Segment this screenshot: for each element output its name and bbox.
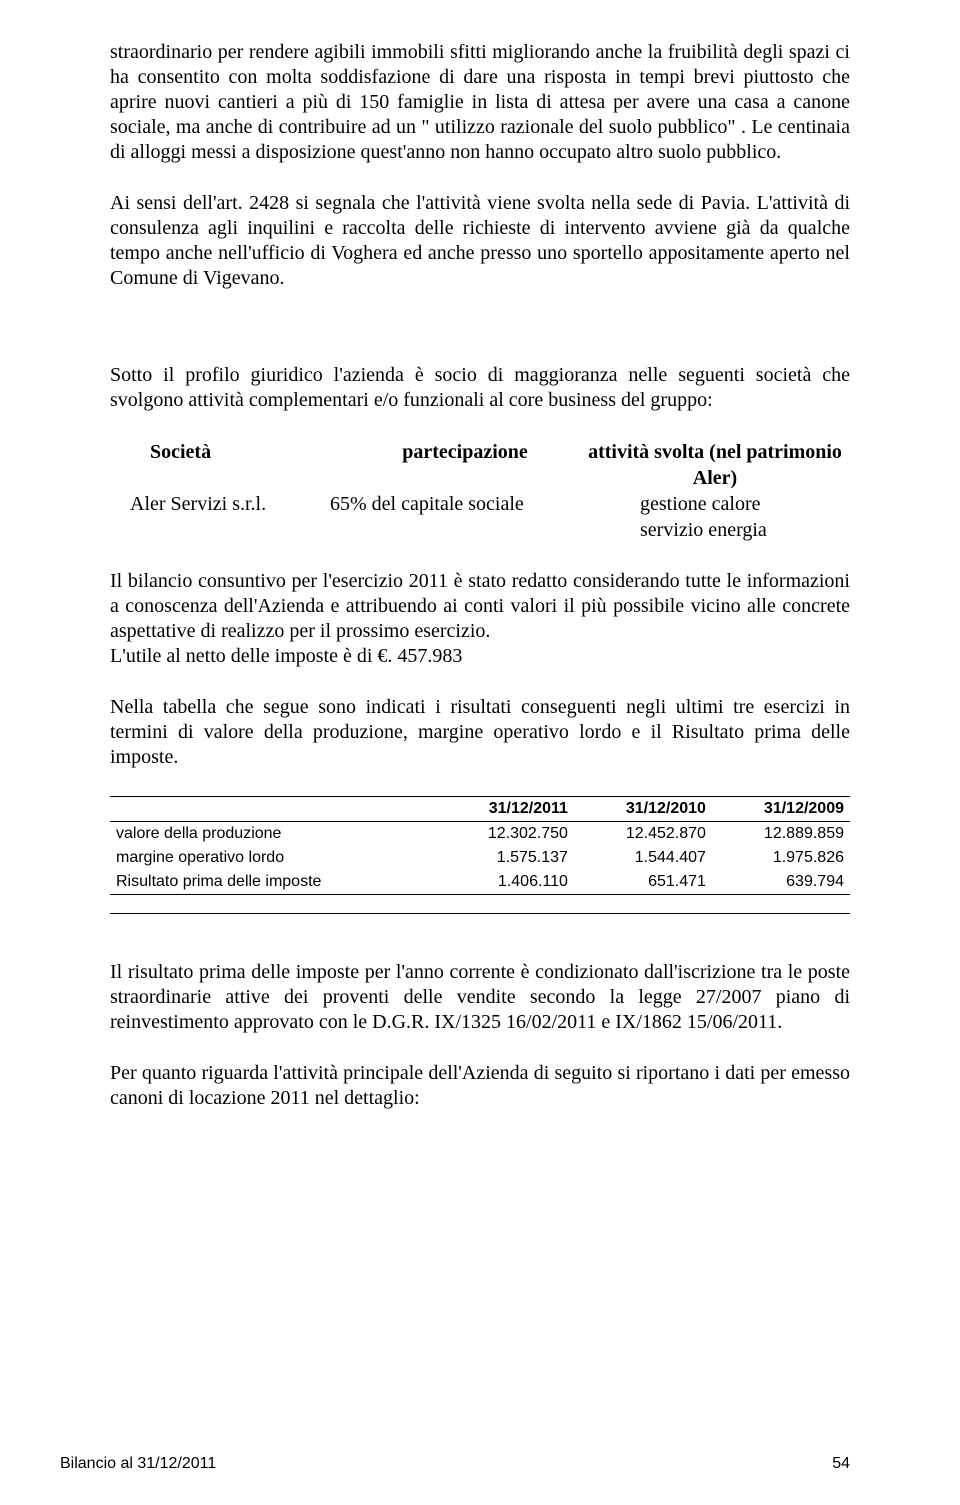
table-cell: 1.975.826 [712, 846, 850, 870]
table-header-row: 31/12/2011 31/12/2010 31/12/2009 [110, 797, 850, 822]
table-header-cell: 31/12/2011 [436, 797, 574, 822]
table-header-cell: 31/12/2010 [574, 797, 712, 822]
table-cell: 12.302.750 [436, 822, 574, 847]
societa-table: Società partecipazione attività svolta (… [110, 439, 850, 543]
paragraph-6: Nella tabella che segue sono indicati i … [110, 695, 850, 770]
table-header-cell [110, 797, 436, 822]
table-cell: 12.889.859 [712, 822, 850, 847]
paragraph-5: L'utile al netto delle imposte è di €. 4… [110, 644, 850, 669]
table-row: Risultato prima delle imposte 1.406.110 … [110, 870, 850, 895]
paragraph-1: straordinario per rendere agibili immobi… [110, 40, 850, 165]
spacer [110, 317, 850, 363]
table-cell: 651.471 [574, 870, 712, 895]
societa-data-row-2: servizio energia [110, 517, 850, 543]
societa-empty2 [330, 517, 560, 543]
societa-empty1 [110, 517, 330, 543]
footer-page-number: 54 [832, 1455, 850, 1473]
societa-header-row: Società partecipazione attività svolta (… [110, 439, 850, 491]
paragraph-7: Il risultato prima delle imposte per l'a… [110, 960, 850, 1035]
page-footer: Bilancio al 31/12/2011 54 [60, 1455, 850, 1473]
table-cell: 12.452.870 [574, 822, 712, 847]
page: straordinario per rendere agibili immobi… [0, 0, 960, 1505]
table-cell: 639.794 [712, 870, 850, 895]
paragraph-3: Sotto il profilo giuridico l'azienda è s… [110, 363, 850, 413]
societa-header-col2: partecipazione [350, 439, 580, 491]
footer-left: Bilancio al 31/12/2011 [60, 1455, 216, 1473]
table-header-cell: 31/12/2009 [712, 797, 850, 822]
table-row: valore della produzione 12.302.750 12.45… [110, 822, 850, 847]
societa-header-col1: Società [110, 439, 350, 491]
societa-col3b: servizio energia [560, 517, 850, 543]
table-bottom-rule [110, 895, 850, 914]
paragraph-2: Ai sensi dell'art. 2428 si segnala che l… [110, 191, 850, 291]
societa-col2: 65% del capitale sociale [330, 491, 560, 517]
societa-col1: Aler Servizi s.r.l. [110, 491, 330, 517]
table-cell: 1.575.137 [436, 846, 574, 870]
table-row: margine operativo lordo 1.575.137 1.544.… [110, 846, 850, 870]
results-table: 31/12/2011 31/12/2010 31/12/2009 valore … [110, 796, 850, 895]
societa-col3a: gestione calore [560, 491, 850, 517]
table-cell: margine operativo lordo [110, 846, 436, 870]
table-cell: valore della produzione [110, 822, 436, 847]
table-cell: 1.406.110 [436, 870, 574, 895]
societa-data-row: Aler Servizi s.r.l. 65% del capitale soc… [110, 491, 850, 517]
spacer [110, 914, 850, 960]
table-cell: 1.544.407 [574, 846, 712, 870]
paragraph-8: Per quanto riguarda l'attività principal… [110, 1061, 850, 1111]
paragraph-4: Il bilancio consuntivo per l'esercizio 2… [110, 569, 850, 644]
table-cell: Risultato prima delle imposte [110, 870, 436, 895]
societa-header-col3: attività svolta (nel patrimonio Aler) [580, 439, 850, 491]
